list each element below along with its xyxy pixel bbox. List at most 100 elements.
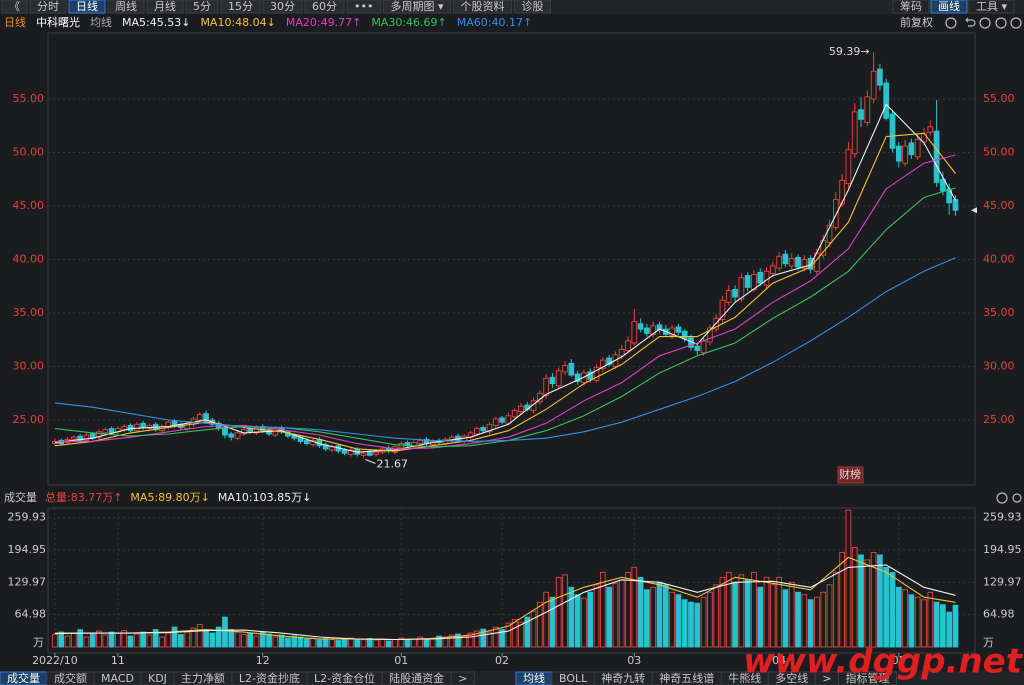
candle-body — [744, 275, 751, 288]
zoom-out-icon[interactable] — [995, 17, 1007, 29]
button-label[interactable]: 工具 ▾ — [976, 0, 1007, 13]
button[interactable] — [146, 0, 184, 14]
button-label[interactable]: 60分 — [312, 0, 337, 13]
button[interactable] — [838, 671, 897, 685]
button-label[interactable]: 日线 — [76, 0, 98, 13]
marker-box[interactable] — [837, 466, 864, 484]
button-label[interactable]: ••• — [354, 0, 373, 13]
y-tick-label: 64.98 — [15, 608, 47, 621]
button-label[interactable]: 个股资料 — [461, 0, 505, 13]
button-label[interactable]: > — [458, 672, 467, 685]
button[interactable] — [68, 0, 106, 14]
button-label[interactable]: KDJ — [148, 672, 167, 685]
button-label[interactable]: 5分 — [193, 0, 211, 13]
button-label[interactable]: 30分 — [270, 0, 295, 13]
volume-bar — [562, 574, 568, 648]
button[interactable] — [453, 0, 512, 14]
button-label[interactable]: 15分 — [228, 0, 253, 13]
button[interactable] — [892, 0, 930, 14]
volume-bar — [89, 633, 96, 648]
button-label[interactable]: 指标管理 — [846, 671, 890, 685]
button[interactable] — [346, 0, 381, 14]
y-tick-label: 55.00 — [13, 92, 45, 105]
zoom-in-icon[interactable] — [979, 17, 991, 29]
button-label[interactable]: 牛熊线 — [728, 671, 761, 685]
volume-bar — [354, 639, 361, 648]
volume-bar — [140, 631, 146, 648]
button-label[interactable]: 《 — [9, 0, 20, 13]
button-label[interactable]: 成交额 — [54, 671, 87, 685]
button-label[interactable]: 陆股通资金 — [389, 671, 444, 685]
button-label[interactable]: 均线 — [523, 671, 545, 685]
header-icons[interactable] — [945, 17, 1022, 504]
button-label[interactable]: 主力净额 — [181, 671, 225, 685]
x-tick-label: 01 — [394, 654, 408, 667]
button-label[interactable]: 多空线 — [775, 671, 808, 685]
close-volume-icon[interactable] — [996, 492, 1008, 504]
button[interactable] — [304, 0, 345, 14]
button[interactable] — [968, 0, 1015, 14]
candle-body — [839, 179, 845, 205]
y-tick-label: 50.00 — [983, 146, 1015, 159]
volume-bar — [291, 635, 298, 648]
settings-icon[interactable] — [1012, 493, 1022, 503]
candle-body — [895, 145, 902, 162]
candle-body — [675, 326, 682, 333]
y-tick-label: 129.97 — [8, 575, 47, 588]
button-label[interactable]: 画线 — [938, 0, 960, 13]
volume-bar — [769, 584, 776, 648]
info-icon[interactable] — [945, 17, 957, 29]
button-label[interactable]: L2-资金仓位 — [314, 671, 375, 685]
legend-entry: MA60:40.17↑ — [457, 16, 532, 29]
button-label[interactable]: 筹码 — [900, 0, 922, 13]
button[interactable] — [185, 0, 219, 14]
candle-body — [366, 451, 373, 456]
button-label[interactable]: 成交量 — [7, 671, 40, 685]
button[interactable] — [107, 0, 145, 14]
volume-bar — [895, 586, 902, 648]
y-tick-label: 45.00 — [983, 199, 1015, 212]
button-label[interactable]: 神奇五线谱 — [659, 671, 714, 685]
button-label[interactable]: 多周期图 ▾ — [390, 0, 443, 13]
volume-bar — [480, 628, 487, 648]
button[interactable] — [382, 0, 451, 14]
volume-bar — [266, 633, 272, 648]
button-label[interactable]: L2-资金抄底 — [239, 671, 300, 685]
button[interactable] — [450, 671, 475, 685]
volume-bar — [599, 571, 606, 648]
button-label[interactable]: MACD — [101, 672, 134, 685]
button-label[interactable]: 周线 — [115, 0, 137, 13]
volume-bar — [455, 633, 461, 648]
undo-icon[interactable] — [965, 17, 976, 27]
low-pointer — [365, 459, 376, 464]
button-label[interactable]: 月线 — [154, 0, 176, 13]
button[interactable] — [930, 0, 968, 14]
volume-bar — [795, 591, 801, 648]
volume-bar — [518, 621, 524, 648]
button-label[interactable]: 分时 — [37, 0, 59, 13]
button[interactable] — [1, 0, 28, 14]
candle-body — [568, 362, 575, 376]
candle-body — [650, 325, 657, 335]
button[interactable] — [262, 0, 303, 14]
button-label[interactable]: > — [822, 672, 831, 685]
candle-body — [83, 434, 90, 441]
volume-bar — [946, 611, 953, 648]
volume-bar — [203, 630, 209, 648]
volume-bar — [549, 596, 556, 648]
volume-bar — [814, 596, 820, 648]
volume-bar — [832, 571, 839, 648]
marker-label[interactable]: 财榜 — [839, 467, 861, 481]
candle-body — [606, 357, 612, 365]
button-label[interactable]: 神奇九转 — [601, 671, 645, 685]
volume-bar — [209, 632, 216, 648]
close-icon[interactable] — [1010, 17, 1022, 29]
candle-body — [562, 365, 568, 373]
button[interactable] — [514, 0, 551, 14]
button-label[interactable]: 诊股 — [522, 0, 544, 13]
button[interactable] — [29, 0, 67, 14]
adjust-label[interactable]: 前复权 — [900, 15, 933, 29]
button[interactable] — [220, 0, 261, 14]
button-label[interactable]: BOLL — [559, 672, 588, 685]
